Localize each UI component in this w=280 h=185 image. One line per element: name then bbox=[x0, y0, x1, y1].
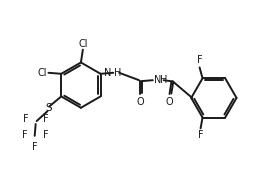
Text: F: F bbox=[197, 56, 202, 65]
Text: S: S bbox=[45, 103, 52, 113]
Text: N: N bbox=[154, 75, 161, 85]
Text: F: F bbox=[22, 130, 28, 140]
Text: H: H bbox=[160, 75, 167, 85]
Text: F: F bbox=[198, 130, 203, 140]
Text: H: H bbox=[114, 68, 122, 78]
Text: F: F bbox=[43, 130, 48, 140]
Text: O: O bbox=[166, 97, 173, 107]
Text: F: F bbox=[43, 114, 48, 124]
Text: Cl: Cl bbox=[38, 68, 48, 78]
Text: N: N bbox=[104, 68, 111, 78]
Text: F: F bbox=[23, 114, 29, 124]
Text: Cl: Cl bbox=[78, 39, 88, 49]
Text: F: F bbox=[32, 142, 38, 152]
Text: O: O bbox=[136, 97, 144, 107]
